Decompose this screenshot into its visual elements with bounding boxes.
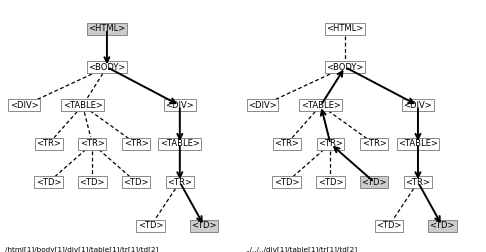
Text: <TD>: <TD> — [191, 222, 217, 231]
Text: <TR>: <TR> — [123, 139, 149, 148]
Text: <TR>: <TR> — [405, 178, 431, 187]
Text: <TR>: <TR> — [167, 178, 192, 187]
Text: <DIV>: <DIV> — [10, 101, 39, 110]
Text: ../../../div[1]/table[1]/tr[1]/td[2]: ../../../div[1]/table[1]/tr[1]/td[2] — [245, 246, 358, 252]
Text: <TABLE>: <TABLE> — [301, 101, 341, 110]
Text: <TD>: <TD> — [362, 178, 387, 187]
Text: <DIV>: <DIV> — [165, 101, 194, 110]
Text: <BODY>: <BODY> — [88, 62, 125, 72]
Text: <TD>: <TD> — [36, 178, 61, 187]
Text: <TR>: <TR> — [80, 139, 105, 148]
Text: <TABLE>: <TABLE> — [160, 139, 200, 148]
Text: <BODY>: <BODY> — [327, 62, 364, 72]
Text: <TD>: <TD> — [138, 222, 163, 231]
Text: <TABLE>: <TABLE> — [63, 101, 103, 110]
Text: <DIV>: <DIV> — [403, 101, 433, 110]
Text: <TD>: <TD> — [318, 178, 343, 187]
Text: <TR>: <TR> — [318, 139, 343, 148]
Text: <TD>: <TD> — [430, 222, 455, 231]
Text: <TD>: <TD> — [274, 178, 299, 187]
Text: <DIV>: <DIV> — [248, 101, 277, 110]
Text: <TD>: <TD> — [376, 222, 401, 231]
Text: <TABLE>: <TABLE> — [398, 139, 438, 148]
Text: <TD>: <TD> — [80, 178, 105, 187]
Text: <TR>: <TR> — [36, 139, 61, 148]
Text: <HTML>: <HTML> — [88, 24, 125, 33]
Text: <TD>: <TD> — [123, 178, 149, 187]
Text: <HTML>: <HTML> — [327, 24, 364, 33]
Text: <TR>: <TR> — [362, 139, 387, 148]
Text: /html[1]/body[1]/div[1]/table[1]/tr[1]/td[2]: /html[1]/body[1]/div[1]/table[1]/tr[1]/t… — [5, 246, 158, 252]
Text: <TR>: <TR> — [274, 139, 299, 148]
